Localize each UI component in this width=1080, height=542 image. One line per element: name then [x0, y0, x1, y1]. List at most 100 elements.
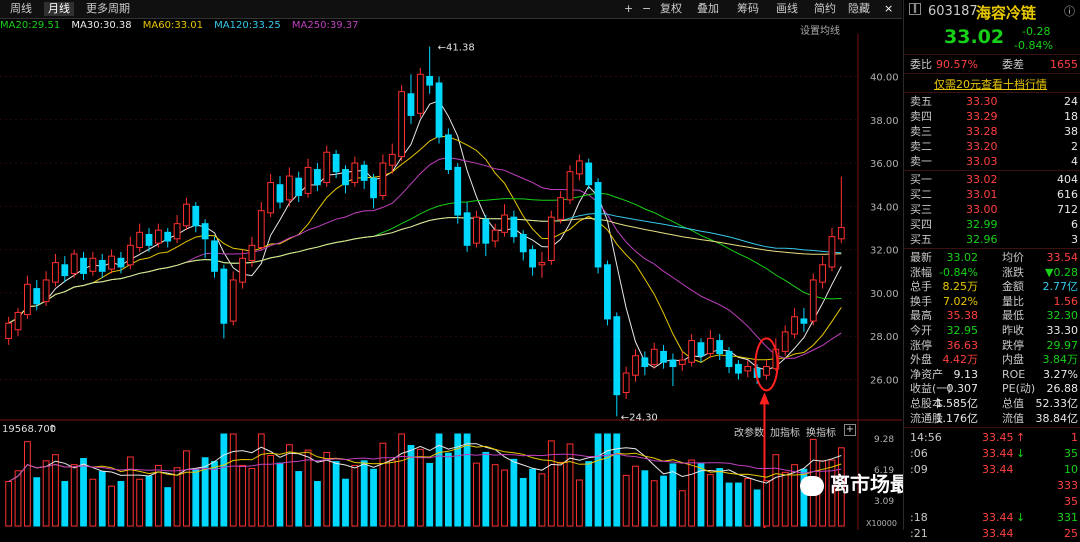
volume-bar: [585, 461, 593, 527]
volume-bar: [304, 449, 312, 527]
candle-body: [791, 316, 798, 335]
candle-body: [388, 153, 396, 166]
volume-bar: [14, 470, 22, 527]
volume-bar: [416, 448, 424, 527]
draw-line-button[interactable]: 画线: [776, 2, 798, 15]
candle-body: [566, 171, 574, 201]
tick-row: 14:56 33.45 ↑ 1: [910, 431, 1078, 445]
ask-row[interactable]: 卖三 33.28 38: [910, 125, 1078, 138]
volume-ma-line: [8, 444, 842, 482]
ask-row[interactable]: 卖四 33.29 18: [910, 110, 1078, 123]
volume-bar: [388, 459, 396, 527]
fuquan-dropdown[interactable]: 复权: [660, 2, 682, 15]
candle-body: [248, 244, 256, 261]
overlay-dropdown[interactable]: 叠加: [697, 2, 719, 15]
simple-mode-button[interactable]: 简约: [814, 2, 836, 15]
candle-body: [435, 82, 443, 138]
candle-body: [660, 350, 667, 363]
bid-row[interactable]: 买二 33.01 616: [910, 188, 1078, 201]
volume-max-label: 19568.700: [2, 424, 57, 435]
tick-row: 333: [1057, 479, 1078, 493]
candle-body: [463, 212, 471, 246]
candle-body: [557, 197, 565, 220]
candle-body: [510, 216, 518, 238]
zoom-in-button[interactable]: +: [624, 2, 634, 15]
price-tick-label: 36.00: [870, 159, 899, 170]
candle-body: [342, 169, 349, 186]
tab-monthly[interactable]: 月线: [44, 2, 74, 16]
volume-bar: [276, 462, 284, 527]
volume-ma-line: [8, 453, 842, 482]
volume-tick-label: 6.19: [874, 466, 894, 476]
candle-body: [154, 229, 162, 244]
candle-body: [575, 160, 583, 175]
bid-row[interactable]: 买四 32.99 6: [910, 218, 1078, 231]
maximize-icon[interactable]: +: [844, 424, 856, 436]
bid-row[interactable]: 买一 33.02 404: [910, 173, 1078, 186]
stat-row: 换手 7.02% 量比 1.56: [910, 294, 1078, 308]
volume-bar: [632, 465, 639, 527]
price-change: -0.28: [1022, 25, 1051, 38]
close-icon[interactable]: ×: [884, 2, 894, 15]
volume-bar: [791, 464, 798, 527]
candle-body: [454, 166, 462, 216]
candle-body: [295, 177, 303, 197]
candle-body: [229, 279, 237, 322]
ask-row[interactable]: 卖一 33.03 4: [910, 155, 1078, 168]
more-periods-dropdown[interactable]: 更多周期: [86, 2, 130, 15]
price-change-pct: -0.84%: [1014, 39, 1053, 52]
volume-bar: [183, 450, 190, 527]
wechat-icon: [800, 475, 824, 496]
candle-body: [809, 279, 817, 322]
volume-bar: [257, 433, 265, 527]
stock-name: 海容冷链: [976, 4, 1037, 22]
volume-bar: [706, 474, 714, 527]
zoom-out-button[interactable]: −: [642, 2, 652, 15]
candle-body: [519, 233, 527, 253]
volume-bar: [201, 457, 209, 527]
kline-chart[interactable]: 40.00 38.00 36.00 34.00 32.00 30.00 28.00 26.00…: [0, 34, 902, 530]
volume-bar: [23, 441, 31, 527]
bid-row[interactable]: 买三 33.00 712: [910, 203, 1078, 216]
chips-button[interactable]: 筹码: [737, 2, 759, 15]
volume-bar: [594, 433, 602, 527]
ask-row[interactable]: 卖二 33.20 2: [910, 140, 1078, 153]
tab-weekly[interactable]: 周线: [10, 2, 32, 15]
volume-bar: [725, 482, 733, 527]
candle-body: [332, 153, 340, 173]
ten-level-promo-link[interactable]: 仅需20元查看十档行情: [934, 78, 1047, 91]
candle-body: [360, 164, 368, 181]
low-price-label: ←24.30: [621, 412, 658, 423]
add-indicator-button[interactable]: 加指标: [770, 428, 800, 439]
volume-bar: [763, 480, 770, 527]
highlight-circle: [754, 337, 779, 392]
volume-bar: [482, 451, 490, 527]
volume-bar: [164, 487, 172, 527]
candle-body: [285, 175, 293, 201]
volume-bar: [52, 454, 59, 527]
edit-params-button[interactable]: 改参数: [734, 428, 764, 439]
volume-bar: [98, 471, 106, 527]
volume-bar: [342, 478, 349, 527]
volume-bar: [154, 464, 162, 527]
ma-settings-link[interactable]: 设置均线: [800, 26, 840, 37]
volume-bar: [519, 477, 527, 527]
volume-bar: [735, 482, 742, 527]
candle-body: [257, 210, 265, 248]
candle-body: [370, 177, 377, 199]
hide-button[interactable]: 隐藏: [848, 2, 870, 15]
info-icon[interactable]: ⓘ: [1064, 5, 1075, 18]
volume-bar: [398, 433, 406, 527]
volume-bar: [660, 475, 667, 527]
candle-body: [323, 151, 331, 184]
ask-row[interactable]: 卖五 33.30 24: [910, 95, 1078, 108]
candle-body: [304, 166, 312, 194]
candle-body: [117, 257, 125, 268]
bid-row[interactable]: 买五 32.96 3: [910, 233, 1078, 246]
switch-indicator-button[interactable]: 换指标: [806, 428, 836, 439]
price-tick-label: 40.00: [870, 72, 899, 83]
volume-bar: [781, 471, 789, 527]
stat-row: 外盘 4.42万 内盘 3.84万: [910, 353, 1078, 367]
volume-bar: [229, 433, 237, 527]
collapse-icon[interactable]: ‖: [909, 3, 921, 15]
